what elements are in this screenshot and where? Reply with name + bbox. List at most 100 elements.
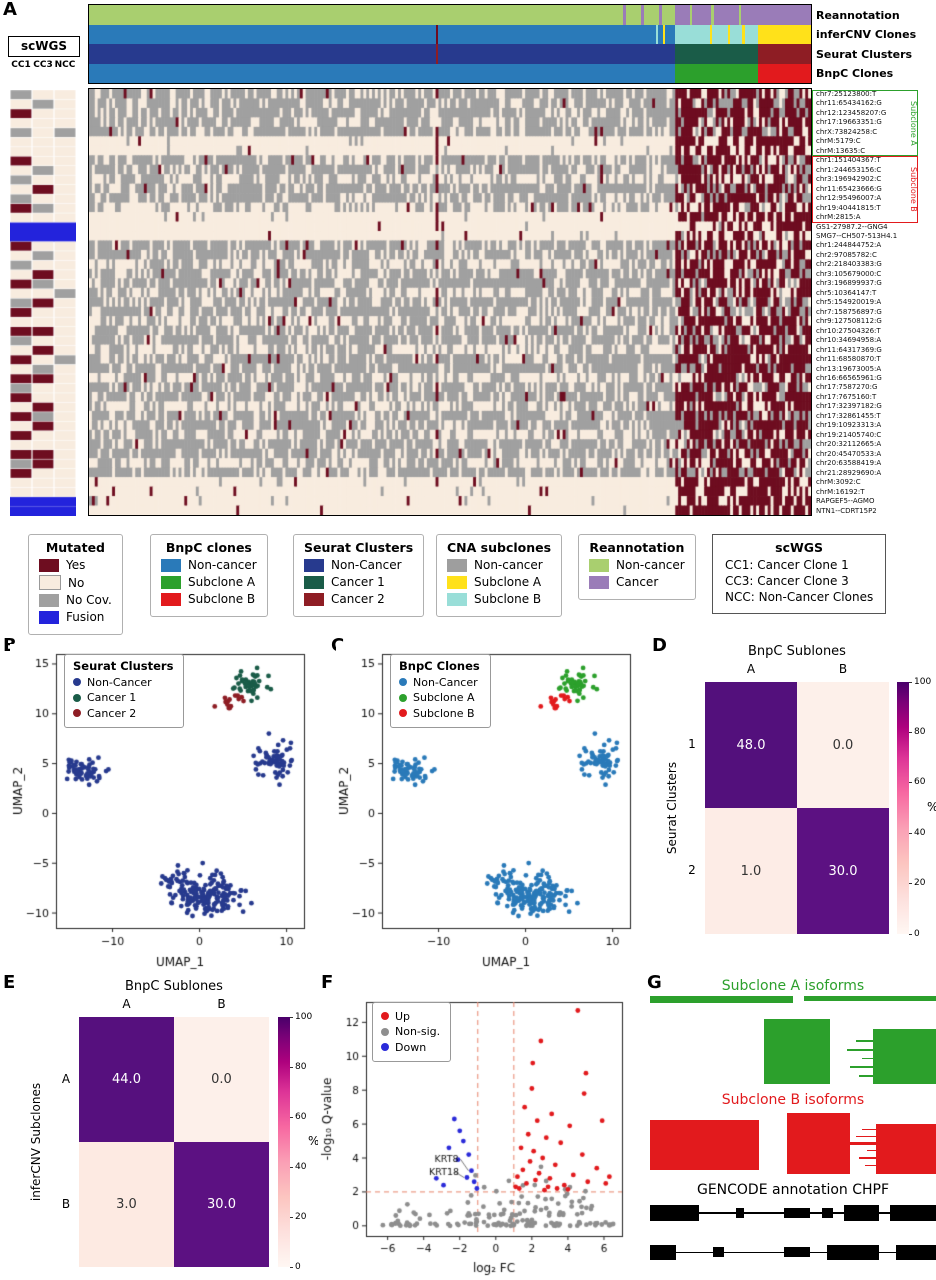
track-block	[650, 996, 793, 1004]
legend-item-label: Subclone A	[474, 575, 542, 589]
colorbar-tick-label: 80	[914, 726, 926, 737]
colorbar-tick	[290, 1166, 293, 1168]
track-block	[784, 1247, 811, 1258]
track-block	[861, 1129, 876, 1131]
subclone-group-box	[812, 156, 918, 223]
legend-item: Yes	[39, 558, 112, 572]
annotation-segment	[758, 24, 811, 44]
matrix-cell: 30.0	[174, 1142, 269, 1267]
track-block	[855, 1040, 874, 1042]
track-area-2	[650, 1204, 936, 1274]
track-block	[712, 1247, 725, 1258]
heatmap-row-label: chr21:28929690:A	[816, 468, 882, 477]
heatmap-row-label: chr2:97085782:C	[816, 250, 877, 259]
track-block	[861, 1057, 874, 1060]
scwgs-column-headers: CC1 CC3 NCC	[10, 60, 76, 76]
annotation-stripe	[742, 24, 745, 44]
legend-item: No	[39, 575, 112, 590]
track-block	[650, 1244, 676, 1260]
legend-item-label: Cancer 1	[331, 575, 385, 589]
legend-cna-subclones: CNA subclones Non-cancer Subclone A Subclon…	[436, 534, 563, 617]
scwgs-col-header: CC1	[11, 60, 31, 70]
legend-item-label: Non-Cancer	[331, 558, 402, 572]
track-block	[864, 1165, 876, 1167]
heatmap-row-label: chr3:196899937:G	[816, 279, 882, 288]
legend-item-label: Fusion	[66, 610, 105, 624]
legend-dot	[381, 1012, 389, 1020]
track-block	[858, 1075, 874, 1077]
legend-box-item: Non-sig.	[381, 1025, 440, 1038]
legend-item: Non-cancer	[589, 558, 685, 572]
volcano-plot-canvas	[318, 994, 634, 1278]
heatmap-row-label: chr7:158756897:G	[816, 307, 882, 316]
heatmap-row-label: chr17:7587270:G	[816, 383, 878, 392]
no-cov--swatch	[39, 593, 59, 607]
yes-swatch	[39, 558, 59, 572]
matrix-row-label: 2	[688, 863, 696, 877]
legend-box-item-label: Subclone B	[413, 706, 475, 720]
track-block	[867, 1149, 876, 1151]
colorbar-tick-label: 20	[295, 1211, 307, 1222]
annotation-bar-label: BnpC Clones	[816, 67, 894, 80]
annotation-stripe	[435, 24, 439, 44]
colorbar-tick-label: 40	[295, 1161, 307, 1172]
heatmap-row-label: chrM:5179:C	[816, 137, 861, 146]
matrix-col-label: B	[838, 662, 848, 676]
legend-item-label: No Cov.	[66, 593, 112, 607]
track-block	[804, 996, 936, 1002]
heatmap-row-label: chr1:244653156:C	[816, 165, 882, 174]
legend-item-label: No	[68, 575, 85, 590]
subclone-group-label: Subclone B	[909, 167, 918, 212]
heatmap-row-label: chr5:154920019:A	[816, 298, 882, 307]
annotation-stripe	[738, 5, 742, 25]
heatmap-row-label: chr10:27504326:T	[816, 326, 881, 335]
annotation-segment	[675, 44, 759, 64]
legend-item: Non-Cancer	[304, 558, 413, 572]
annotation-bar-1	[89, 24, 811, 44]
annotation-stripe	[655, 24, 659, 44]
annotation-stripe	[623, 5, 626, 25]
scwgs-col-header: CC3	[33, 60, 53, 70]
scwgs-legend-box: scWGS CC1: Cancer Clone 1 CC3: Cancer Clon…	[712, 534, 887, 614]
heatmap-row-label: chr17:7675160:T	[816, 392, 877, 401]
panel-letter-f: F	[321, 972, 334, 993]
track-block	[875, 1124, 936, 1174]
matrix-row-label: A	[61, 1071, 71, 1086]
annotation-bar-label: Reannotation	[816, 8, 900, 22]
annotation-bar-2	[89, 44, 811, 64]
track-block	[821, 1208, 834, 1218]
colorbar-label: %	[927, 800, 936, 814]
colorbar-tick-label: 80	[295, 1061, 307, 1072]
track-block	[787, 1112, 851, 1174]
legend-title: Mutated	[45, 540, 105, 555]
annotation-segment	[675, 5, 811, 25]
annotation-segment	[675, 63, 759, 83]
heatmap-row-label: chr17:19663351:G	[816, 118, 882, 127]
heatmap-row-label: chrM:16192:T	[816, 487, 865, 496]
heatmap-row-labels: chr7:25123800:T chr11:65434162:G chr12:123…	[816, 90, 916, 516]
colorbar-tick	[909, 681, 912, 683]
heatmap-row-label: chr12:95496007:A	[816, 194, 882, 203]
legend-item-label: Subclone A	[188, 575, 256, 589]
track-block	[650, 1119, 759, 1170]
track-block	[847, 1048, 874, 1051]
legend-box-item: Down	[381, 1041, 440, 1054]
track-block	[735, 1208, 745, 1218]
legend-box-item-label: Cancer 1	[87, 691, 137, 704]
heatmap-row-label: chr17:32397182:G	[816, 402, 882, 411]
colorbar-tick-label: 60	[914, 777, 926, 788]
legend-dot	[73, 709, 81, 717]
subclone-b-swatch	[447, 592, 467, 606]
matrix-title: BnpC Sublones	[125, 979, 223, 994]
matrix-col-label: A	[746, 662, 756, 676]
panel-letter-g: G	[647, 972, 662, 993]
matrix-col-label: B	[217, 997, 226, 1011]
subclone-group-label: Subclone A	[909, 100, 918, 146]
legend-item: Cancer 2	[304, 592, 413, 606]
annotation-stripe	[662, 24, 666, 44]
legend-box-title: Seurat Clusters	[73, 659, 174, 673]
track-block	[873, 1029, 936, 1084]
track-block	[844, 1205, 879, 1221]
